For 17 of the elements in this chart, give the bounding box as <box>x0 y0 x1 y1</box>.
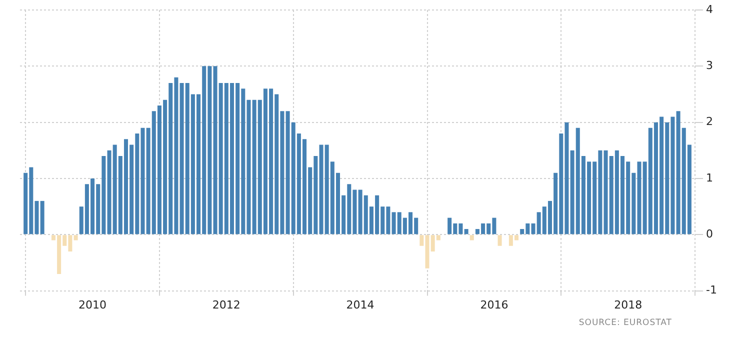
x-tick-label: 2014 <box>346 298 374 312</box>
x-tick-label: 2016 <box>480 298 508 312</box>
x-tick-label: 2018 <box>614 298 642 312</box>
y-tick-label: 0 <box>706 228 714 240</box>
y-tick-label: 4 <box>706 2 714 16</box>
x-tick-label: 2012 <box>212 298 240 312</box>
y-tick-label: 3 <box>706 59 714 72</box>
x-tick-label: 2010 <box>78 298 107 312</box>
y-tick-label: -1 <box>706 284 717 297</box>
bar <box>470 235 474 240</box>
bar <box>40 200 44 234</box>
y-tick-label: 2 <box>706 115 714 128</box>
bar <box>464 229 468 234</box>
y-tick-label: 1 <box>706 171 714 184</box>
bar <box>74 235 78 240</box>
bar <box>498 235 502 246</box>
source-note: SOURCE: EUROSTAT <box>578 318 672 328</box>
